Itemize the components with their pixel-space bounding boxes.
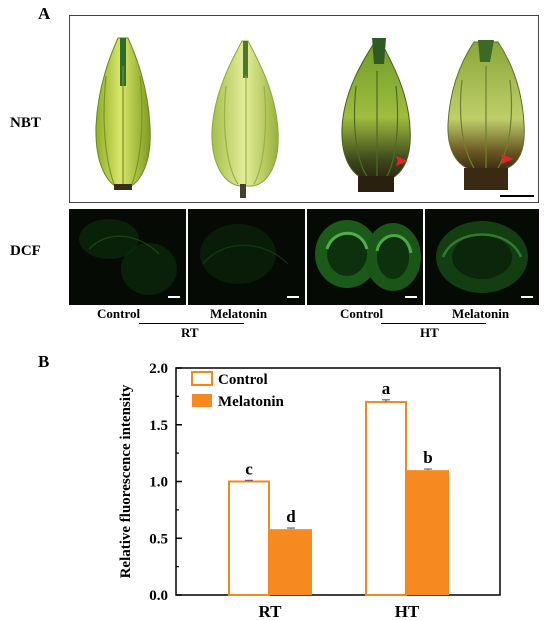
significance-letter: b <box>423 448 432 467</box>
y-tick-label: 2.0 <box>149 361 168 377</box>
bar-melatonin <box>270 529 312 595</box>
red-arrow-ht-control <box>396 156 408 166</box>
y-tick-label: 0.5 <box>149 531 168 547</box>
fluorescence-bar-chart: 0.0 0.5 1.0 1.5 2.0 Relative fluorescence int… <box>118 361 501 620</box>
y-tick-label: 0.0 <box>149 588 168 604</box>
bud-rt-melatonin <box>211 40 279 198</box>
nbt-image-panel <box>69 15 539 203</box>
legend-swatch-control <box>191 371 213 386</box>
dcf-ht-control-image <box>315 220 421 291</box>
caption-ht-control: Control <box>340 306 384 321</box>
nbt-scale-bar <box>500 195 534 197</box>
legend-label-control: Control <box>218 372 268 388</box>
nbt-buds-image <box>95 37 534 198</box>
dcf-scale-bar <box>287 296 299 298</box>
bud-ht-control <box>341 38 411 192</box>
group-line-rt <box>139 323 244 324</box>
y-tick-label: 1.0 <box>149 475 168 491</box>
x-tick-label: RT <box>258 602 282 620</box>
caption-rt-melatonin: Melatonin <box>210 306 268 321</box>
dcf-row-label: DCF <box>10 243 41 259</box>
panel-b-label: B <box>38 352 50 371</box>
dcf-ht-melatonin <box>425 209 539 305</box>
caption-ht-melatonin: Melatonin <box>452 306 510 321</box>
group-label-rt: RT <box>181 325 199 340</box>
significance-letter: a <box>382 379 391 398</box>
dcf-scale-bar <box>521 296 533 298</box>
group-line-ht <box>381 323 486 324</box>
dcf-rt-control-image <box>79 219 177 295</box>
significance-letter: c <box>245 459 253 478</box>
y-axis-label: Relative fluorescence intensity <box>118 384 134 578</box>
panel-a-label: A <box>38 4 51 23</box>
caption-rt-control: Control <box>97 306 141 321</box>
bud-ht-melatonin <box>447 40 525 190</box>
y-tick-label: 1.5 <box>149 418 168 434</box>
bar-control <box>228 480 270 596</box>
red-arrow-ht-melatonin <box>501 154 514 164</box>
x-tick-label: HT <box>395 602 420 620</box>
legend-swatch-melatonin <box>192 394 212 407</box>
group-label-ht: HT <box>420 325 439 340</box>
bud-rt-control <box>95 37 151 190</box>
nbt-row-label: NBT <box>10 115 41 131</box>
significance-letter: d <box>286 507 296 526</box>
bar-control <box>365 401 407 596</box>
dcf-scale-bar <box>168 296 180 298</box>
dcf-rt-melatonin <box>188 209 305 305</box>
dcf-ht-control <box>307 209 423 305</box>
dcf-ht-melatonin-image <box>436 221 528 293</box>
legend-label-melatonin: Melatonin <box>218 394 284 410</box>
dcf-rt-control <box>69 209 186 305</box>
bar-melatonin <box>407 470 449 595</box>
dcf-image-strip <box>69 209 539 305</box>
dcf-rt-melatonin-image <box>200 224 289 284</box>
dcf-scale-bar <box>405 296 417 298</box>
